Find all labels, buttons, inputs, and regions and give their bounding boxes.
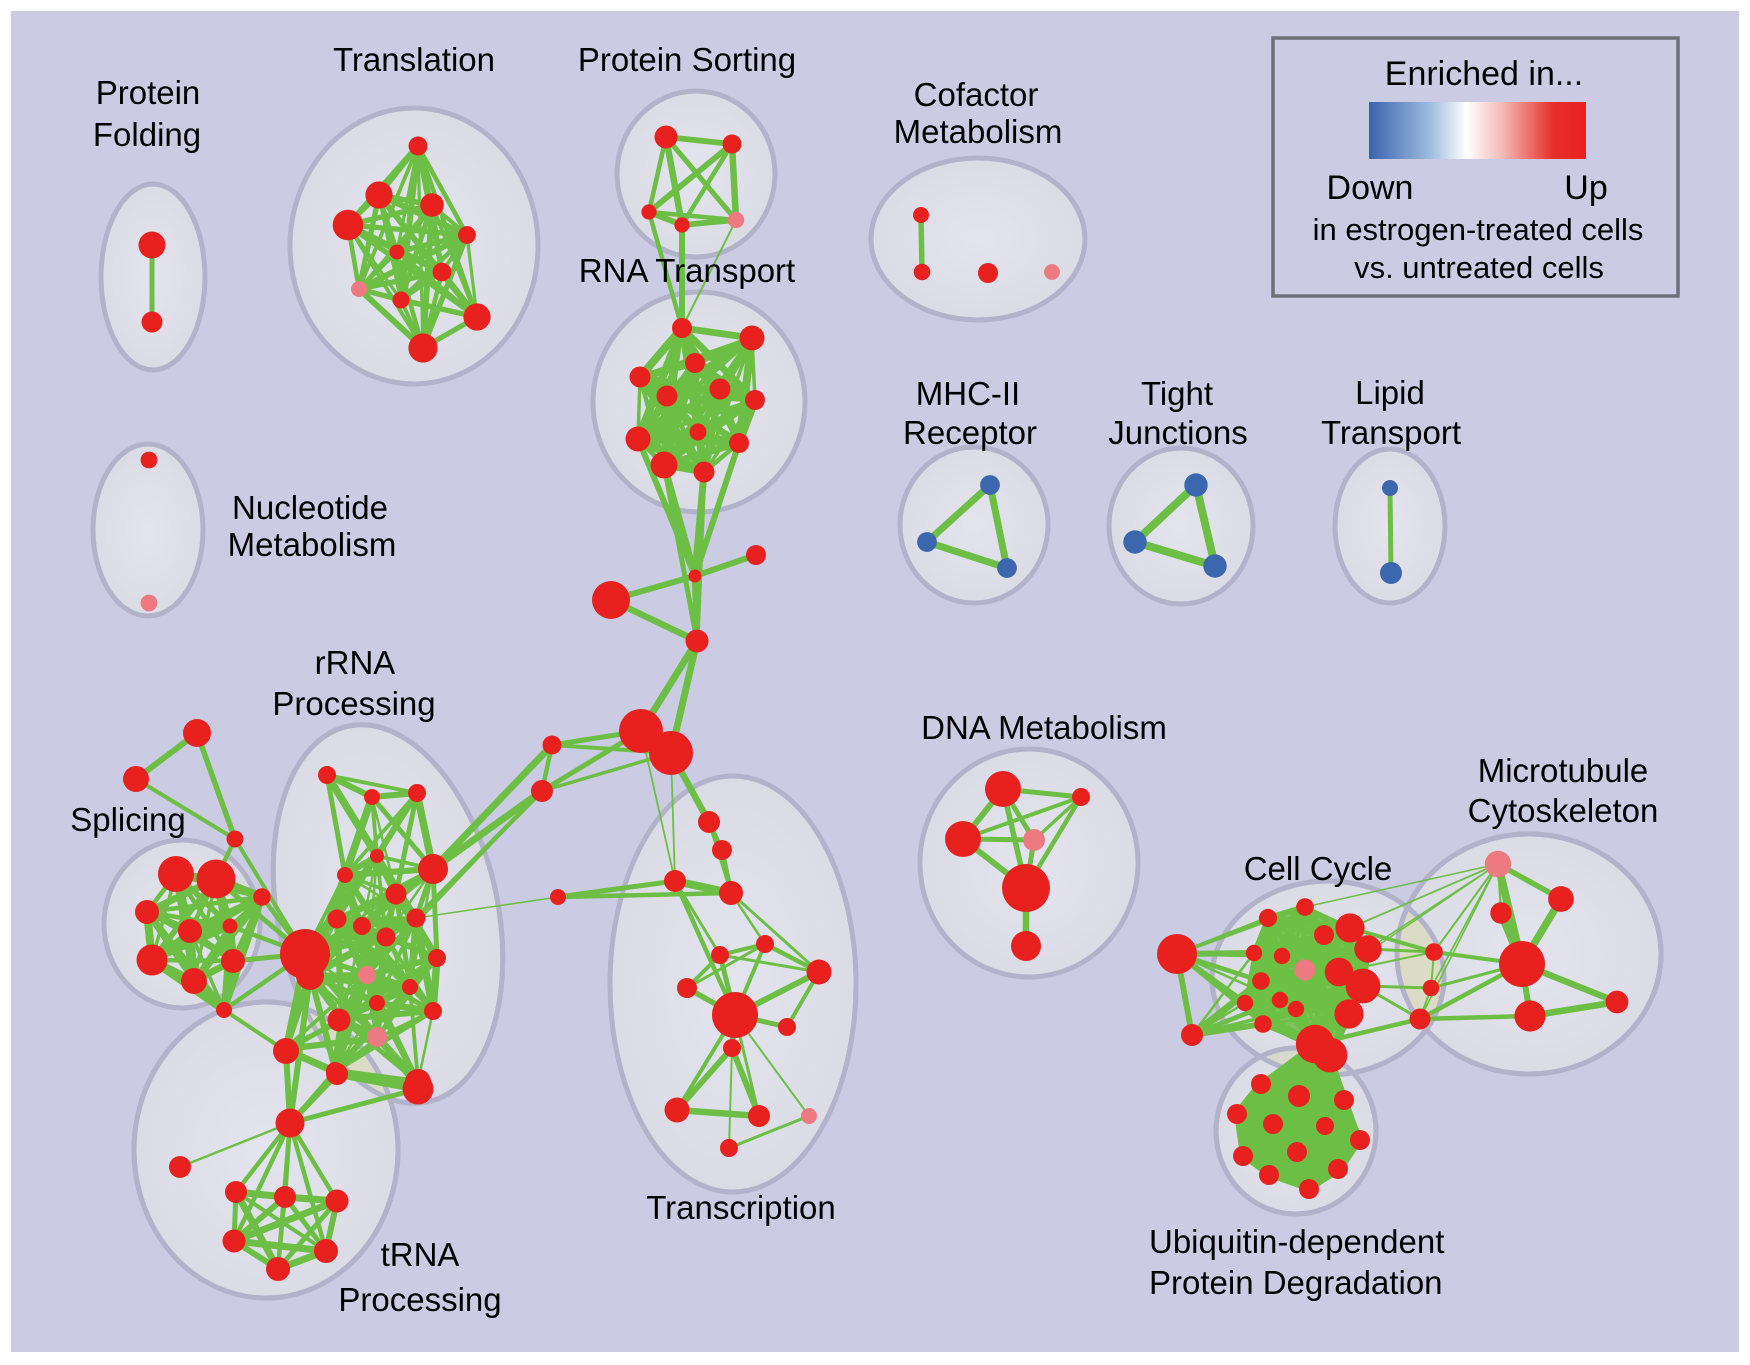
svg-text:MHC-II: MHC-II — [916, 375, 1020, 412]
svg-text:rRNA: rRNA — [315, 644, 396, 681]
svg-text:Cytoskeleton: Cytoskeleton — [1468, 792, 1659, 829]
svg-text:DNA Metabolism: DNA Metabolism — [921, 709, 1167, 746]
svg-text:Translation: Translation — [333, 41, 495, 78]
svg-text:Lipid: Lipid — [1355, 374, 1425, 411]
svg-text:Down: Down — [1327, 169, 1414, 207]
svg-text:RNA Transport: RNA Transport — [579, 252, 795, 289]
svg-text:Protein: Protein — [96, 74, 201, 111]
svg-text:Splicing: Splicing — [70, 801, 186, 838]
svg-text:in estrogen-treated cells: in estrogen-treated cells — [1313, 212, 1644, 247]
svg-text:Transcription: Transcription — [646, 1189, 836, 1226]
svg-text:Processing: Processing — [272, 685, 435, 722]
svg-text:tRNA: tRNA — [381, 1236, 460, 1273]
svg-text:Receptor: Receptor — [903, 414, 1037, 451]
svg-text:Ubiquitin-dependent: Ubiquitin-dependent — [1149, 1223, 1444, 1260]
svg-text:Processing: Processing — [338, 1281, 501, 1318]
svg-text:vs. untreated cells: vs. untreated cells — [1354, 250, 1604, 285]
svg-text:Metabolism: Metabolism — [228, 526, 397, 563]
svg-text:Folding: Folding — [93, 116, 201, 153]
svg-text:Protein Sorting: Protein Sorting — [578, 41, 796, 78]
svg-text:Microtubule: Microtubule — [1478, 752, 1649, 789]
svg-text:Nucleotide: Nucleotide — [232, 489, 388, 526]
svg-text:Enriched in...: Enriched in... — [1385, 55, 1583, 93]
svg-text:Metabolism: Metabolism — [894, 113, 1063, 150]
svg-text:Up: Up — [1564, 169, 1607, 207]
svg-text:Junctions: Junctions — [1108, 414, 1247, 451]
svg-text:Cell Cycle: Cell Cycle — [1244, 850, 1393, 887]
svg-text:Tight: Tight — [1141, 375, 1213, 412]
svg-text:Cofactor: Cofactor — [914, 76, 1039, 113]
svg-text:Transport: Transport — [1321, 414, 1461, 451]
svg-text:Protein Degradation: Protein Degradation — [1149, 1264, 1443, 1301]
